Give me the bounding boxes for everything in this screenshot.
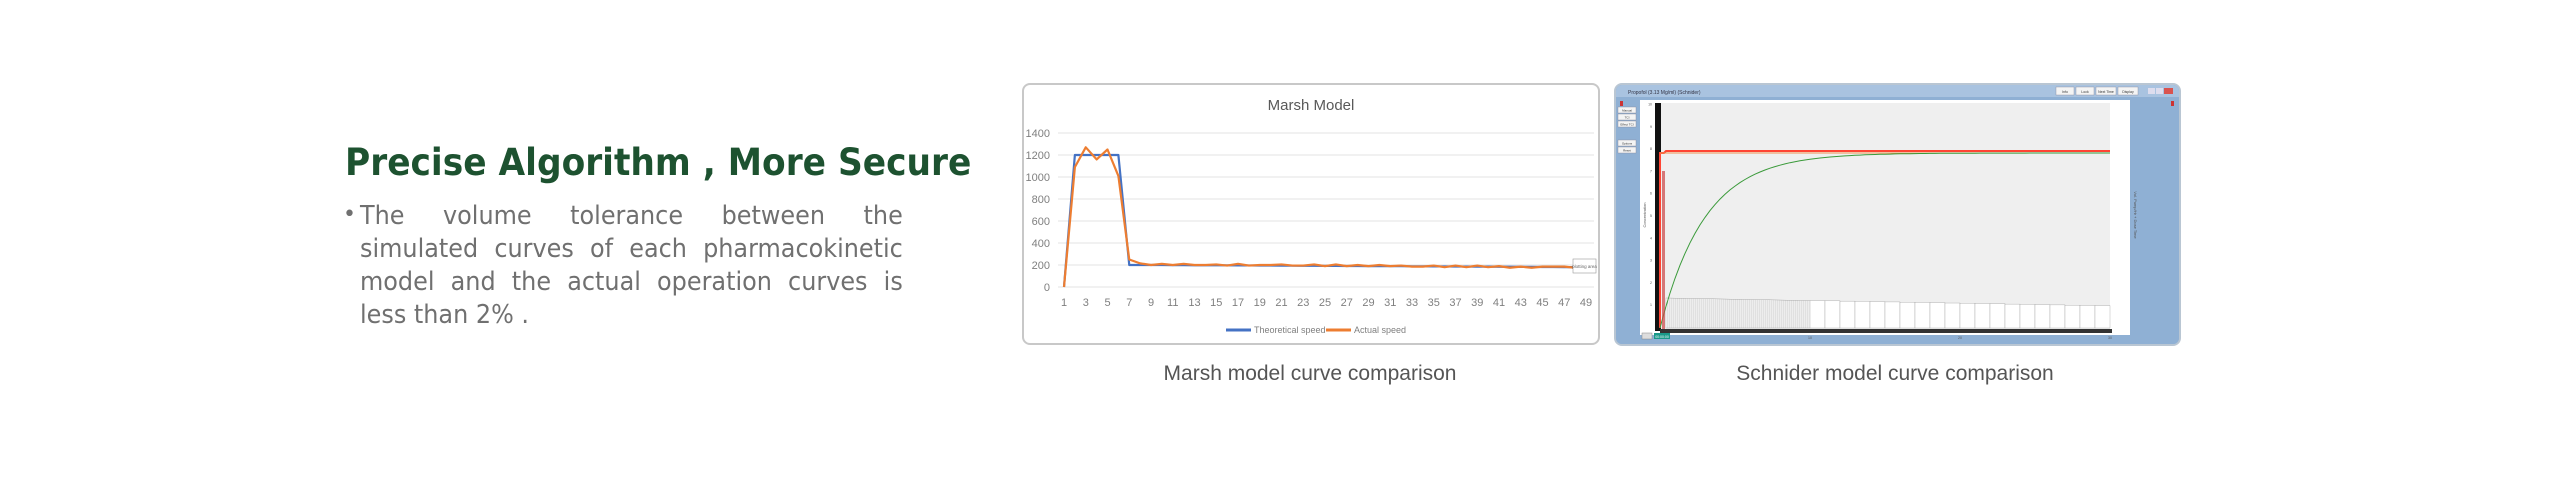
side-button[interactable] bbox=[1617, 113, 1637, 121]
y-tick-label: 5 bbox=[1650, 214, 1652, 218]
arrow-up-icon[interactable] bbox=[1620, 101, 1623, 106]
x-tick-label: 13 bbox=[1188, 297, 1200, 309]
y-tick-label: 8 bbox=[1650, 147, 1652, 151]
y-tick-label: 600 bbox=[1032, 216, 1050, 228]
x-tick-label: 41 bbox=[1493, 297, 1505, 309]
y-tick-label: 3 bbox=[1650, 259, 1652, 263]
top-button[interactable] bbox=[2095, 86, 2117, 96]
x-tick-label: 39 bbox=[1471, 297, 1483, 309]
y-tick-label: 200 bbox=[1032, 260, 1050, 272]
bullet-marker: • bbox=[343, 202, 356, 227]
top-button[interactable] bbox=[2117, 86, 2139, 96]
legend-label-actual: Actual speed bbox=[1354, 325, 1406, 335]
left-axis-label: Concentration bbox=[1642, 203, 1647, 228]
x-tick-label: 3 bbox=[1083, 297, 1089, 309]
y-tick-label: 1400 bbox=[1026, 128, 1050, 140]
legend: Theoretical speed Actual speed bbox=[1226, 325, 1406, 335]
infusion-rate-bars bbox=[1665, 297, 2111, 329]
close-button[interactable] bbox=[2164, 88, 2173, 94]
side-button-label: Effect TCI bbox=[1620, 123, 1633, 127]
legend-label-theoretical: Theoretical speed bbox=[1254, 325, 1326, 335]
x-tick-label: 17 bbox=[1232, 297, 1244, 309]
y-tick-label: 9 bbox=[1650, 125, 1652, 129]
x-tick-label: 9 bbox=[1148, 297, 1154, 309]
x-tick-label: 31 bbox=[1384, 297, 1396, 309]
window-title: Propofol (3.13 Mg/ml) (Schnider) bbox=[1628, 90, 1701, 96]
x-tick-label: 30 bbox=[2108, 336, 2112, 340]
top-button[interactable] bbox=[2055, 86, 2075, 96]
x-tick-label: 33 bbox=[1406, 297, 1418, 309]
side-button-label: Options bbox=[1622, 142, 1633, 146]
arrow-up-icon-right[interactable] bbox=[2171, 101, 2174, 106]
x-tick-label: 11 bbox=[1167, 297, 1178, 309]
y-tick-label: 4 bbox=[1650, 236, 1652, 240]
right-axis-label: Vol. Pump/Hr + Dose Time bbox=[2133, 191, 2138, 239]
side-button-label: TCI bbox=[1625, 116, 1630, 120]
side-button[interactable] bbox=[1617, 106, 1637, 114]
x-tick-label: 1 bbox=[1061, 297, 1067, 309]
plot-area bbox=[1660, 103, 2110, 329]
x-tick-label: 49 bbox=[1580, 297, 1592, 309]
marsh-chart-panel: Marsh Model 0 200 400 600 800 1000 1200 1400 1 3 5… bbox=[1022, 83, 1600, 345]
bullet-text: The volume tolerance between the simulat… bbox=[360, 201, 903, 330]
maximize-button[interactable] bbox=[2156, 88, 2163, 94]
side-button-label: Reset bbox=[1623, 149, 1631, 153]
x-tick-label: 43 bbox=[1515, 297, 1527, 309]
y-tick-label: 1 bbox=[1650, 303, 1652, 307]
y-tick-label: 0 bbox=[1044, 282, 1050, 294]
minimize-button[interactable] bbox=[2148, 88, 2155, 94]
x-tick-label: 29 bbox=[1362, 297, 1374, 309]
top-button-label: Display bbox=[2122, 90, 2134, 94]
x-tick-label: 20 bbox=[1958, 336, 1962, 340]
y-tick-label: 400 bbox=[1032, 238, 1050, 250]
x-tick-label: 10 bbox=[1808, 336, 1812, 340]
y-tick-label: 6 bbox=[1650, 192, 1652, 196]
y-tick-label: 800 bbox=[1032, 194, 1050, 206]
top-button[interactable] bbox=[2075, 86, 2095, 96]
x-tick-label: 37 bbox=[1449, 297, 1461, 309]
chart-title: Marsh Model bbox=[1268, 97, 1355, 114]
side-button[interactable] bbox=[1617, 139, 1637, 147]
syringe-icon bbox=[1641, 332, 1653, 340]
y-tick-label: 2 bbox=[1650, 281, 1652, 285]
side-button[interactable] bbox=[1617, 120, 1637, 128]
y-tick-label: 1000 bbox=[1026, 172, 1050, 184]
schnider-window: Propofol (3.13 Mg/ml) (Schnider) Info Loc… bbox=[1614, 83, 2181, 346]
y-tick-label: 1200 bbox=[1026, 150, 1050, 162]
svg-text:00:00:00: 00:00:00 bbox=[1655, 335, 1669, 339]
x-tick-label: 5 bbox=[1104, 297, 1110, 309]
side-button-label: Manual bbox=[1622, 109, 1632, 113]
x-tick-label: 15 bbox=[1210, 297, 1222, 309]
x-tick-label: 23 bbox=[1297, 297, 1309, 309]
y-tick-label: 7 bbox=[1650, 169, 1652, 173]
title-bar bbox=[1616, 85, 2179, 97]
effect-site-curve bbox=[1659, 152, 2110, 329]
caption-marsh: Marsh model curve comparison bbox=[1163, 362, 1457, 385]
x-tick-label: 47 bbox=[1558, 297, 1570, 309]
top-button-label: Lock bbox=[2081, 90, 2089, 94]
schnider-screen: Propofol (3.13 Mg/ml) (Schnider) Info Loc… bbox=[1616, 85, 2179, 344]
x-tick-label: 19 bbox=[1254, 297, 1266, 309]
x-tick-label: 21 bbox=[1275, 297, 1287, 309]
x-tick-label: 45 bbox=[1536, 297, 1548, 309]
x-tick-label: 27 bbox=[1341, 297, 1353, 309]
x-tick-label: 25 bbox=[1319, 297, 1331, 309]
plotting-area-tooltip: plotting area bbox=[1572, 258, 1597, 274]
headline: Precise Algorithm , More Secure bbox=[345, 141, 972, 184]
side-button[interactable] bbox=[1617, 146, 1637, 154]
y-tick-label: 10 bbox=[1648, 103, 1652, 107]
x-tick-label: 7 bbox=[1126, 297, 1132, 309]
svg-text:plotting area: plotting area bbox=[1572, 264, 1597, 269]
timer-display bbox=[1654, 333, 1670, 339]
x-tick-label: 35 bbox=[1428, 297, 1440, 309]
top-button-label: Info bbox=[2062, 90, 2068, 94]
caption-schnider: Schnider model curve comparison bbox=[1736, 362, 2054, 385]
top-button-label: Next Time bbox=[2098, 90, 2114, 94]
